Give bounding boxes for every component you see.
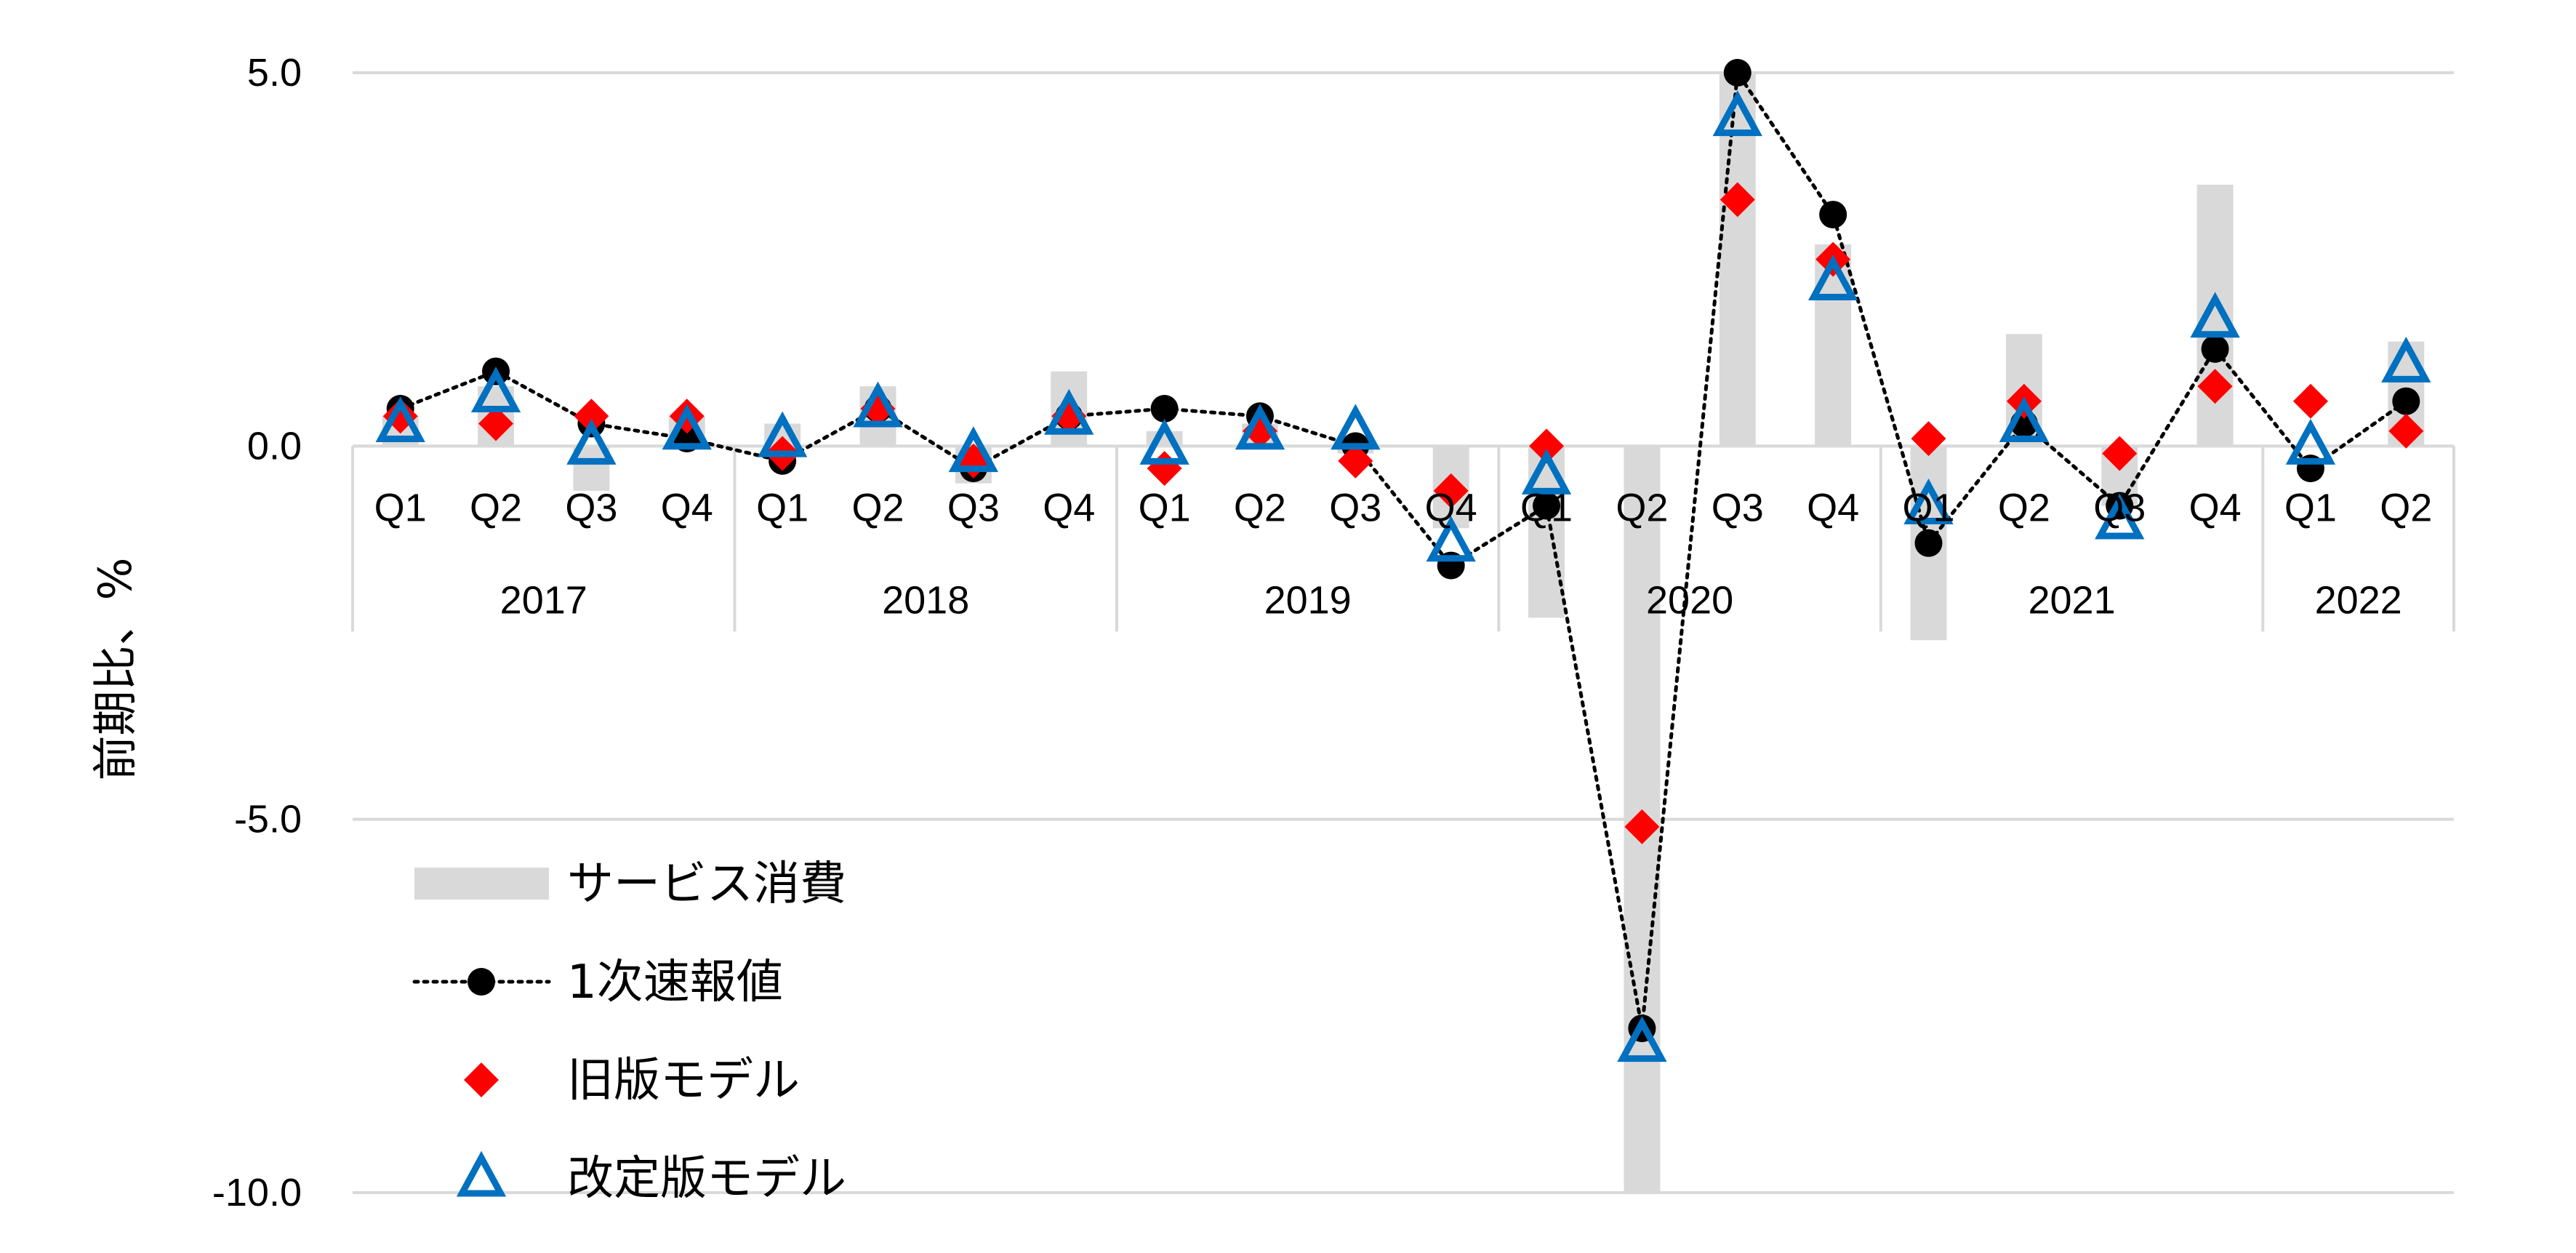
x-tick-label: Q3: [1712, 486, 1764, 529]
label-layer: 5.0 0.0 -5.0 -10.0 Q1 Q2 Q3 Q4 Q1 Q2 Q3 Q4 Q1 Q2 Q3 Q4 Q…: [212, 51, 2432, 1214]
diamond-marker: [1433, 473, 1469, 508]
triangle-marker: [1044, 388, 1094, 435]
triangle-marker: [470, 367, 521, 412]
x-tick-label: Q1: [374, 486, 427, 529]
y-tick-label: 0.0: [247, 424, 302, 468]
x-tick-label: Q2: [1234, 486, 1286, 529]
triangle-marker: [1807, 255, 1858, 300]
x-group-label: 2022: [2315, 578, 2402, 622]
diamond-marker: [574, 399, 609, 434]
diamond-marker: [1529, 428, 1565, 464]
legend-swatch-bar: [414, 868, 549, 900]
marker-layer: [375, 59, 2431, 1062]
triangle-marker: [1903, 479, 1954, 524]
x-tick-label: Q3: [2093, 486, 2146, 529]
point-marker: [1150, 395, 1179, 423]
diamond-marker: [1624, 809, 1660, 844]
x-tick-label: Q4: [661, 486, 713, 529]
x-tick-label: Q3: [1329, 486, 1381, 529]
x-tick-label: Q2: [851, 486, 904, 529]
bar-layer: [382, 73, 2425, 1193]
diamond-marker: [2102, 436, 2138, 471]
legend-swatch-diamond: [464, 1062, 499, 1097]
y-tick-label: 5.0: [247, 51, 302, 95]
x-tick-label: Q2: [2380, 486, 2432, 529]
bar: [1719, 73, 1756, 447]
triangle-marker: [1139, 418, 1189, 465]
legend-swatch-triangle: [456, 1150, 507, 1197]
x-tick-label: Q1: [2284, 486, 2337, 529]
x-tick-label: Q3: [565, 486, 617, 529]
legend-label: 改定版モデル: [567, 1152, 846, 1206]
diamond-marker: [1911, 421, 1946, 457]
y-axis-title: 前期比、%: [89, 558, 142, 781]
diamond-marker: [2292, 383, 2328, 419]
triangle-marker: [1521, 448, 1572, 495]
point-marker: [1723, 59, 1752, 87]
point-marker: [2392, 387, 2420, 415]
triangle-marker: [1617, 1016, 1667, 1062]
triangle-marker: [2190, 292, 2240, 338]
x-tick-label: Q2: [470, 486, 522, 529]
grid-layer: [353, 71, 2454, 1194]
x-tick-label: Q4: [1043, 486, 1095, 529]
y-tick-label: -10.0: [212, 1171, 302, 1214]
x-tick-label: Q4: [1425, 486, 1477, 529]
x-tick-label: Q2: [1998, 486, 2050, 529]
triangle-marker: [2381, 336, 2431, 383]
triangle-marker: [948, 426, 999, 473]
triangle-marker: [375, 396, 425, 443]
triangle-marker: [757, 411, 808, 457]
x-tick-label: Q3: [947, 486, 1000, 529]
point-marker: [1914, 529, 1943, 557]
triangle-marker: [1999, 396, 2050, 443]
y-tick-label: -5.0: [234, 798, 302, 841]
legend-label: 1次速報値: [567, 956, 783, 1009]
x-tick-label: Q1: [1902, 486, 1954, 529]
bar: [1528, 446, 1565, 618]
legend-swatch-marker: [468, 968, 495, 996]
point-marker: [1533, 492, 1561, 520]
diamond-marker: [1147, 451, 1182, 487]
point-marker: [2201, 335, 2229, 363]
x-group-label: 2017: [500, 578, 587, 622]
triangle-marker: [662, 404, 712, 450]
diamond-marker: [2388, 413, 2424, 449]
x-tick-label: Q1: [1520, 486, 1573, 529]
diamond-marker: [1720, 182, 1755, 217]
triangle-marker: [1331, 404, 1381, 450]
diamond-marker: [478, 406, 514, 441]
x-group-label: 2021: [2028, 578, 2115, 622]
triangle-marker: [853, 381, 903, 428]
diamond-marker: [2197, 369, 2233, 404]
diamond-marker: [1338, 443, 1373, 479]
triangle-marker: [2095, 493, 2145, 540]
triangle-marker: [2285, 418, 2336, 465]
x-tick-label: Q4: [1807, 486, 1859, 529]
x-tick-label: Q1: [756, 486, 808, 529]
series-line: [398, 67, 2408, 1029]
triangle-marker: [1235, 404, 1285, 450]
triangle-marker: [566, 418, 617, 465]
x-group-label: 2018: [882, 578, 969, 622]
legend-label: 旧版モデル: [567, 1054, 800, 1108]
x-tick-label: Q1: [1139, 486, 1191, 529]
x-group-label: 2020: [1646, 578, 1733, 622]
triangle-marker: [1426, 516, 1476, 562]
x-group-label: 2019: [1264, 578, 1352, 622]
x-tick-label: Q4: [2189, 486, 2242, 529]
x-tick-label: Q2: [1616, 486, 1668, 529]
legend-label: サービス消費: [567, 857, 846, 911]
point-marker: [1819, 201, 1847, 229]
line-layer: [398, 67, 2408, 1029]
triangle-marker: [1712, 90, 1762, 137]
